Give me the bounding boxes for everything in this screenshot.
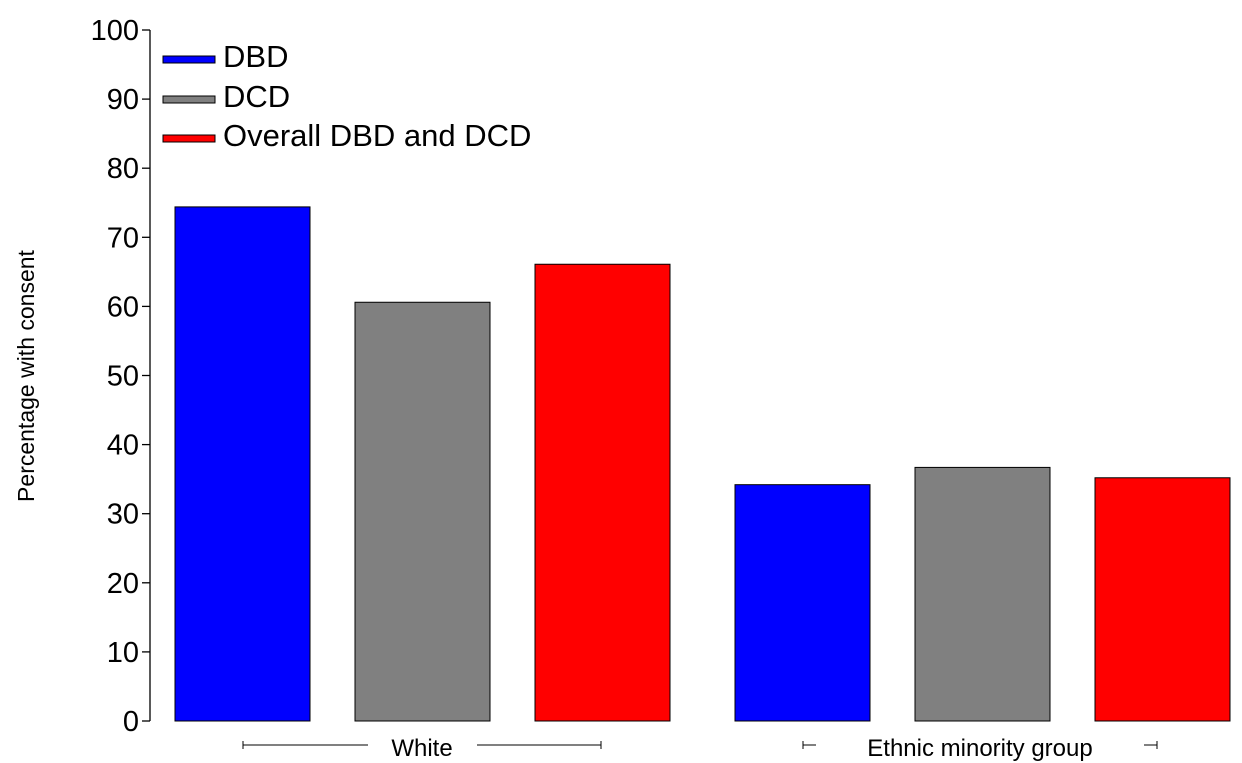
- y-tick-label: 0: [123, 706, 139, 738]
- legend-label: Overall DBD and DCD: [223, 118, 531, 153]
- legend-label: DBD: [223, 39, 288, 74]
- legend-label: DCD: [223, 79, 290, 114]
- category-labels: White Ethnic minority group: [242, 735, 1158, 762]
- category-label-ethnic-minority-group: Ethnic minority group: [867, 735, 1092, 762]
- y-tick-label: 100: [91, 15, 139, 47]
- y-tick-label: 80: [107, 153, 139, 185]
- legend: DBD DCD Overall DBD and DCD: [162, 39, 531, 153]
- y-tick-label: 60: [107, 291, 139, 323]
- category-label-white: White: [391, 735, 452, 762]
- y-tick-label: 20: [107, 568, 139, 600]
- bar-dcd-ethnic-minority-group: [914, 466, 1051, 722]
- y-tick-label: 50: [107, 361, 139, 393]
- bar-overall-dbd-and-dcd-ethnic-minority-group: [1094, 477, 1231, 722]
- y-tick-label: 10: [107, 637, 139, 669]
- legend-swatch-overall-dbd-and-dcd: [162, 134, 216, 143]
- y-axis: 0 10 20 30 40 50 60 70 80 90 100: [91, 15, 151, 738]
- bars: [174, 206, 1231, 722]
- bar-dbd-ethnic-minority-group: [734, 484, 871, 722]
- y-tick-label: 90: [107, 84, 139, 116]
- y-tick-label: 30: [107, 499, 139, 531]
- bar-overall-dbd-and-dcd-white: [534, 263, 671, 722]
- y-tick-label: 40: [107, 430, 139, 462]
- y-axis-title: Percentage with consent: [13, 249, 39, 501]
- legend-swatch-dcd: [162, 95, 216, 104]
- legend-swatch-dbd: [162, 55, 216, 64]
- bar-dbd-white: [174, 206, 311, 722]
- bar-dcd-white: [354, 301, 491, 722]
- y-tick-label: 70: [107, 222, 139, 254]
